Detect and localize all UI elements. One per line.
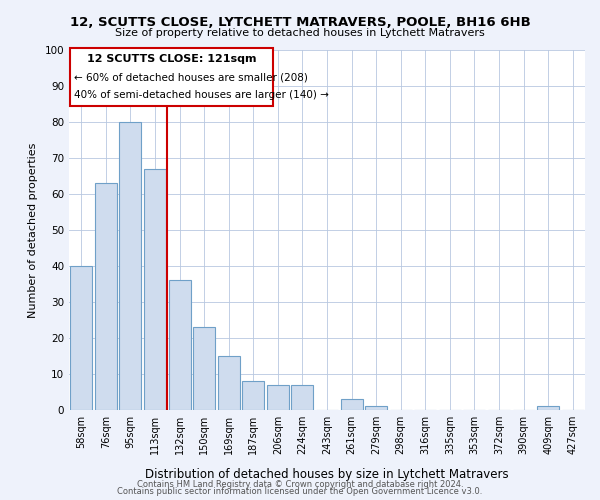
Bar: [169, 280, 191, 410]
FancyBboxPatch shape: [70, 48, 273, 106]
Text: Size of property relative to detached houses in Lytchett Matravers: Size of property relative to detached ho…: [115, 28, 485, 38]
Bar: [193, 327, 215, 410]
Text: ← 60% of detached houses are smaller (208): ← 60% of detached houses are smaller (20…: [74, 72, 308, 82]
Bar: [144, 169, 166, 410]
Bar: [242, 381, 265, 410]
X-axis label: Distribution of detached houses by size in Lytchett Matravers: Distribution of detached houses by size …: [145, 468, 509, 481]
Text: 40% of semi-detached houses are larger (140) →: 40% of semi-detached houses are larger (…: [74, 90, 329, 100]
Y-axis label: Number of detached properties: Number of detached properties: [28, 142, 38, 318]
Bar: [267, 385, 289, 410]
Bar: [341, 399, 362, 410]
Bar: [292, 385, 313, 410]
Text: Contains public sector information licensed under the Open Government Licence v3: Contains public sector information licen…: [118, 487, 482, 496]
Text: 12 SCUTTS CLOSE: 121sqm: 12 SCUTTS CLOSE: 121sqm: [87, 54, 256, 64]
Bar: [70, 266, 92, 410]
Bar: [537, 406, 559, 410]
Bar: [95, 183, 117, 410]
Text: 12, SCUTTS CLOSE, LYTCHETT MATRAVERS, POOLE, BH16 6HB: 12, SCUTTS CLOSE, LYTCHETT MATRAVERS, PO…: [70, 16, 530, 29]
Text: Contains HM Land Registry data © Crown copyright and database right 2024.: Contains HM Land Registry data © Crown c…: [137, 480, 463, 489]
Bar: [365, 406, 387, 410]
Bar: [218, 356, 240, 410]
Bar: [119, 122, 142, 410]
